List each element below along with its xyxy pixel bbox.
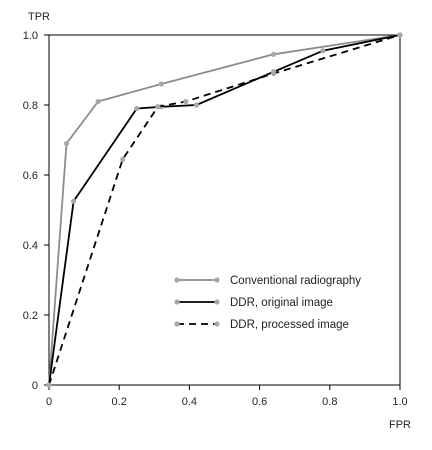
legend-marker xyxy=(214,321,220,327)
data-point xyxy=(397,32,403,38)
legend-marker xyxy=(174,321,180,327)
data-point xyxy=(158,81,164,87)
series-line-conventional-radiography xyxy=(48,34,401,386)
y-tick-label: 0.6 xyxy=(23,170,38,182)
data-point xyxy=(63,140,70,147)
data-point xyxy=(271,70,277,77)
legend-label-conventional-radiography: Conventional radiography xyxy=(230,275,361,287)
data-point xyxy=(155,104,161,110)
series-line-ddr-processed-image xyxy=(48,34,401,386)
x-tick-label: 0.4 xyxy=(182,396,197,408)
data-point xyxy=(46,382,52,388)
x-tick-label: 0 xyxy=(46,396,52,408)
legend-label-ddr-processed-image: DDR, processed image xyxy=(230,319,349,331)
legend-marker xyxy=(174,277,180,283)
x-axis-title: FPR xyxy=(389,419,411,431)
data-point xyxy=(193,102,200,108)
y-tick-label: 1.0 xyxy=(23,30,38,42)
data-point xyxy=(320,48,326,54)
x-tick-label: 1.0 xyxy=(392,396,407,408)
x-tick-label: 0.8 xyxy=(322,396,337,408)
y-tick-label: 0.4 xyxy=(23,240,38,252)
data-point xyxy=(183,98,189,105)
legend-marker xyxy=(174,299,180,305)
data-point xyxy=(70,198,77,204)
y-tick-label: 0.8 xyxy=(23,100,38,112)
data-point xyxy=(120,156,126,162)
y-axis-title: TPR xyxy=(28,11,50,23)
legend-marker xyxy=(214,277,220,283)
y-tick-label: 0.2 xyxy=(23,310,38,322)
data-point xyxy=(134,105,140,112)
data-point xyxy=(271,51,277,57)
legend-label-ddr-original-image: DDR, original image xyxy=(230,297,333,309)
legend-marker xyxy=(214,299,220,305)
data-point xyxy=(95,98,101,105)
y-tick-label: 0 xyxy=(32,380,38,392)
x-tick-label: 0.2 xyxy=(112,396,127,408)
legend: Conventional radiography DDR, original im… xyxy=(174,275,361,331)
series-layer xyxy=(46,32,403,388)
x-tick-label: 0.6 xyxy=(252,396,267,408)
series-line-ddr-original-image xyxy=(48,34,401,386)
axes: 0 0.2 0.4 0.6 0.8 1.0 0 0.2 0.4 0.6 0.8 1.0 xyxy=(23,30,408,408)
